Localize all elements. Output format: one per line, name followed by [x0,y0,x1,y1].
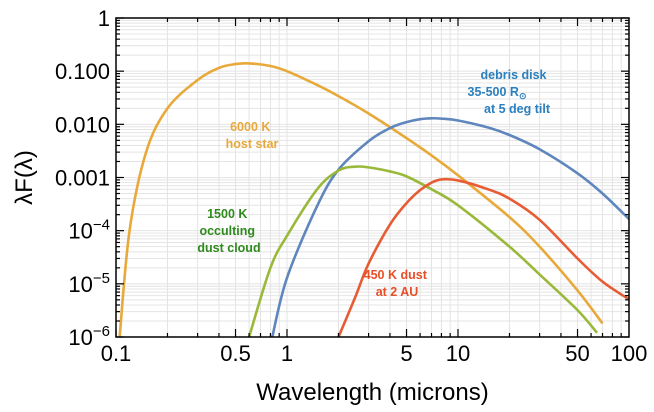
x-tick-label: 1 [281,341,293,366]
axis-ticks [115,17,629,338]
annotation-450k-dust-line-1: 450 K dust [364,268,428,282]
annotation-450k-dust-line-2: at 2 AU [376,285,419,299]
y-tick-label: 10−4 [68,217,110,244]
x-tick-label: 0.5 [220,341,251,366]
annotation-host-star-line-2: host star [226,137,279,151]
annotation-dust-cloud-line-3: dust cloud [197,241,260,255]
grid-lines [116,18,629,337]
annotation-host-star: 6000 K host star [226,120,279,151]
y-tick-label: 1 [98,6,110,31]
y-axis-title: λF(λ) [11,150,38,205]
y-tick-label: 0.001 [55,166,110,191]
annotation-debris-disk: debris disk 35-500 R⊙ at 5 deg tilt [468,68,551,116]
series-curves [118,61,629,337]
annotation-dust-cloud-line-2: occulting [199,224,255,238]
annotation-debris-disk-line-2: 35-500 R [468,85,519,99]
annotation-dust-cloud: 1500 K occulting dust cloud [197,207,260,255]
annotation-450k-dust: 450 K dust at 2 AU [364,268,431,299]
y-tick-label: 0.010 [55,112,110,137]
series-line-3 [247,165,598,337]
y-tick-label: 0.100 [55,59,110,84]
x-tick-label: 10 [446,341,470,366]
series-line-1 [118,61,604,337]
y-tick-label: 10−5 [68,270,110,297]
y-tick-label: 10−6 [68,323,110,350]
x-tick-label: 0.1 [101,341,132,366]
annotation-dust-cloud-line-1: 1500 K [207,207,247,221]
annotation-debris-disk-line-3: at 5 deg tilt [484,102,551,116]
series-line-2 [270,116,629,337]
annotation-debris-disk-line-1: debris disk [481,68,547,82]
x-tick-label: 100 [611,341,648,366]
sun-symbol: ⊙ [519,91,527,101]
tick-labels: 0.1 0.5 1 5 10 50 100 10−6 10−5 10−4 0.001 0.010 0.1… [55,6,647,366]
annotation-host-star-line-1: 6000 K [230,120,270,134]
x-tick-label: 50 [565,341,589,366]
x-axis-title: Wavelength (microns) [256,379,489,406]
x-tick-label: 5 [400,341,412,366]
series-line-4 [337,177,629,337]
